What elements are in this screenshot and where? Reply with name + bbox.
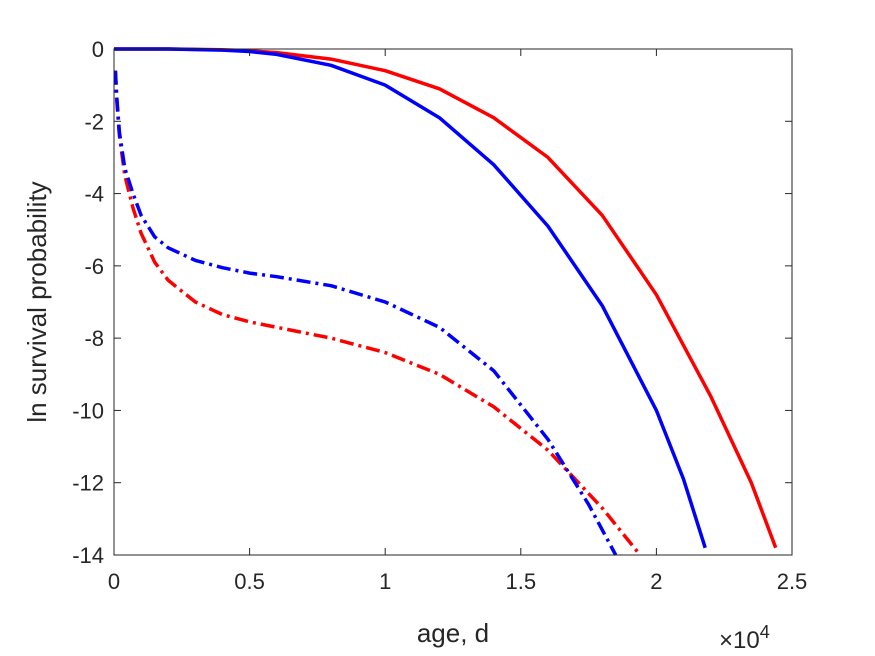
x-exponent-power: 4 xyxy=(760,622,770,642)
axes-layer: 0 0.5 1 1.5 2 2.5 0 -2 -4 -6 -8 -10 -12 -14 xyxy=(72,37,807,594)
y-tick-label: -8 xyxy=(84,326,104,351)
x-exponent-base: ×10 xyxy=(719,627,760,654)
series-line-2 xyxy=(114,47,707,549)
series-layer xyxy=(113,47,778,557)
series-line-3 xyxy=(113,70,642,557)
x-axis-label: age, d xyxy=(417,618,489,648)
y-tick-label: -12 xyxy=(72,471,104,496)
x-tick-label: 1.5 xyxy=(506,569,537,594)
y-tick-label: -6 xyxy=(84,254,104,279)
x-tick-label: 2.5 xyxy=(777,569,808,594)
plot-area xyxy=(114,49,792,555)
x-tick-label: 0.5 xyxy=(234,569,265,594)
axes-box xyxy=(113,48,793,556)
y-tick-label: -14 xyxy=(72,543,104,568)
x-tick-label: 0 xyxy=(108,569,120,594)
y-tick-label: -2 xyxy=(84,109,104,134)
x-tick-label: 2 xyxy=(650,569,662,594)
series-line-4 xyxy=(113,70,618,556)
x-tick-label: 1 xyxy=(379,569,391,594)
y-tick-label: 0 xyxy=(92,37,104,62)
x-exponent-label: ×104 xyxy=(719,622,770,654)
y-axis-label: ln survival probability xyxy=(22,181,52,422)
y-tick-label: -4 xyxy=(84,182,104,207)
y-tick-label: -10 xyxy=(72,398,104,423)
